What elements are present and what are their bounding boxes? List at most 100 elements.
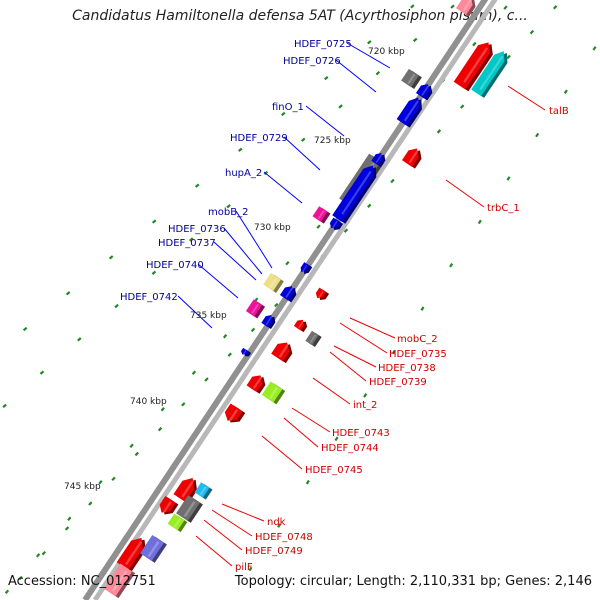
- tick-mark: [194, 183, 200, 188]
- tick-mark: [506, 54, 511, 60]
- tick-mark: [4, 589, 10, 595]
- talB-feature-highlight: [463, 47, 489, 84]
- tick-mark: [36, 553, 41, 558]
- HDEF_0725-feature-highlight: [407, 73, 416, 85]
- HDEF_0742-feature: [261, 315, 273, 328]
- backbone-strand-inner: [82, 0, 489, 600]
- small-blue-feature-highlight: [302, 264, 308, 273]
- ndk-feature-highlight: [199, 486, 207, 496]
- tick-mark: [367, 203, 372, 209]
- leader-line-reverse: [445, 179, 485, 208]
- tick-mark: [204, 377, 209, 382]
- gene-label-forward: HDEF_0725: [294, 39, 352, 50]
- gene-label-reverse: ndk: [267, 517, 286, 528]
- gene-label-reverse: mobC_2: [397, 334, 438, 345]
- kbp-label: 730 kbp: [254, 223, 291, 233]
- trbC_1-feature-highlight: [408, 150, 419, 164]
- tick-mark: [324, 75, 329, 81]
- tick-mark: [277, 523, 282, 528]
- gene-label-forward: HDEF_0736: [168, 224, 226, 235]
- mobC_2-feature: [315, 287, 327, 299]
- tick-mark: [305, 479, 310, 485]
- genome-summary-text: Topology: circular; Length: 2,110,331 bp…: [234, 574, 592, 589]
- tick-mark: [157, 426, 163, 432]
- gene-label-reverse: HDEF_0745: [305, 465, 363, 476]
- tick-mark: [226, 204, 231, 209]
- tick-mark: [151, 219, 157, 224]
- tick-mark: [410, 4, 415, 9]
- HDEF_0726a-feature-highlight: [421, 85, 429, 96]
- HDEF_0737-feature: [279, 286, 294, 301]
- accession-text: Accession: NC_012751: [8, 574, 156, 589]
- gene-label-reverse: HDEF_0743: [332, 428, 390, 439]
- gene-label-reverse: talB: [549, 106, 569, 117]
- tick-mark: [65, 291, 71, 296]
- gene-label-forward: HDEF_0740: [146, 260, 204, 271]
- gene-label-reverse: HDEF_0744: [321, 443, 379, 454]
- hupA_2-feature: [312, 206, 328, 222]
- tick-mark: [77, 337, 82, 342]
- mobC_2-feature-highlight: [318, 290, 324, 299]
- talB-cyan-feature-highlight: [479, 55, 504, 91]
- leader-line-forward: [283, 136, 321, 171]
- HDEF_0748-feature: [159, 496, 176, 513]
- tick-mark: [420, 306, 425, 311]
- gene-label-reverse: pilF: [235, 562, 253, 573]
- tick-mark: [41, 551, 46, 556]
- HDEF_0737-feature-highlight: [285, 287, 293, 298]
- tick-mark: [343, 228, 349, 233]
- tick-mark: [472, 41, 477, 47]
- tick-mark: [18, 575, 23, 581]
- tick-mark: [506, 176, 511, 181]
- ndk-feature: [194, 482, 210, 498]
- tick-mark: [191, 370, 197, 375]
- tick-mark: [334, 436, 339, 442]
- tick-mark: [67, 516, 72, 522]
- genome-backbone: [82, 0, 498, 600]
- tick-mark: [375, 71, 381, 76]
- mobB_2-feature: [329, 217, 341, 229]
- tick-mark: [529, 29, 535, 35]
- HDEF_0744-feature: [224, 403, 243, 421]
- feature-ticks: [2, 4, 597, 595]
- mobB_2-feature-highlight: [332, 220, 338, 229]
- leader-line-reverse: [261, 435, 303, 470]
- kbp-label: 740 kbp: [130, 397, 167, 407]
- HDEF_0740-feature: [245, 299, 263, 317]
- gene-label-reverse: HDEF_0735: [389, 349, 447, 360]
- gene-label-reverse: HDEF_0739: [369, 377, 427, 388]
- tick-mark: [134, 451, 139, 457]
- leader-line-reverse: [211, 509, 253, 537]
- leader-line-reverse: [329, 351, 367, 382]
- HDEF_0739-feature-highlight: [278, 344, 289, 358]
- tick-mark: [129, 443, 134, 448]
- gene-label-forward: finO_1: [272, 102, 304, 113]
- kbp-label: 720 kbp: [368, 47, 405, 57]
- tick-mark: [316, 224, 321, 229]
- leader-line-forward: [305, 105, 345, 137]
- HDEF_0726a-feature: [415, 84, 430, 99]
- tick-mark: [64, 526, 70, 531]
- tick-mark: [436, 129, 442, 134]
- tick-mark: [274, 302, 279, 308]
- HDEF_0726-feature: [396, 97, 419, 126]
- tiny-blue-feature-highlight: [242, 350, 247, 355]
- leader-line-reverse: [221, 503, 265, 522]
- int_2-feature: [246, 375, 263, 392]
- HDEF_0736-feature: [263, 272, 281, 292]
- tick-mark: [449, 262, 454, 268]
- tick-mark: [338, 104, 343, 109]
- HDEF_0742-feature-highlight: [265, 316, 273, 325]
- gene-label-forward: mobB_2: [208, 207, 248, 218]
- tick-mark: [39, 370, 45, 375]
- HDEF_0725-feature: [401, 68, 419, 88]
- tick-mark: [181, 402, 186, 407]
- trbC_1-feature: [402, 148, 419, 167]
- talB-cyan-feature: [471, 51, 505, 97]
- tick-mark: [460, 104, 465, 109]
- gene-label-forward: HDEF_0726: [283, 56, 341, 67]
- tick-mark: [22, 326, 28, 332]
- tick-mark: [114, 303, 119, 309]
- tick-mark: [237, 147, 243, 152]
